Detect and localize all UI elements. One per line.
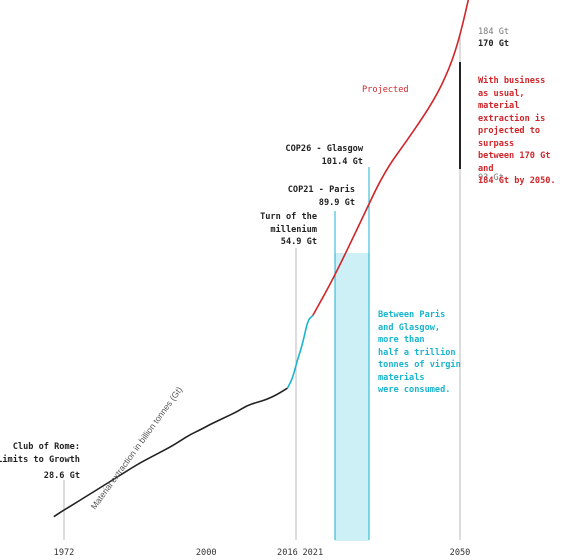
pg-line-6: materials: [378, 372, 425, 383]
x-tick-label-2000: 2000: [196, 548, 217, 558]
business-as-usual-note: With business as usual, material extract…: [478, 75, 570, 188]
club-of-rome-line1: Club of Rome:: [12, 442, 80, 452]
bau-line-4: projected to surpass: [478, 126, 541, 149]
millennium-line2: millenium: [270, 224, 317, 235]
cop26-label: COP26 - Glasgow: [285, 144, 363, 154]
cop21-value: 89.9 Gt: [318, 197, 355, 208]
pg-line-3: more than: [378, 335, 425, 345]
pg-line-5: tonnes of virgin: [378, 360, 461, 370]
millennium-annotation: Turn of the millenium 54.9 Gt: [207, 211, 317, 249]
millennium-value: 54.9 Gt: [280, 237, 317, 247]
cop21-annotation: COP21 - Paris 89.9 Gt: [245, 184, 355, 209]
range-high-label: 184 Gt: [478, 27, 510, 37]
cop26-value: 101.4 Gt: [321, 156, 363, 167]
club-of-rome-line2: Limits to Growth: [0, 454, 80, 465]
range-mid-label: 170 Gt: [478, 39, 510, 49]
projected-label: Projected: [362, 85, 409, 95]
millennium-line1: Turn of the: [260, 212, 317, 222]
x-axis-ticks: 1972 2000 2016 2021 2050: [54, 548, 471, 558]
pg-line-4: half a trillion: [378, 347, 456, 358]
x-tick-label-2016: 2016: [277, 548, 298, 558]
paris-glasgow-note: Between Paris and Glasgow, more than hal…: [378, 309, 468, 397]
cop26-annotation: COP26 - Glasgow 101.4 Gt: [243, 143, 363, 168]
x-tick-label-2050: 2050: [450, 548, 471, 558]
paris-glasgow-series-line: [286, 314, 314, 389]
bau-line-1: With business: [478, 76, 546, 86]
x-tick-label-1972: 1972: [54, 548, 75, 558]
bau-line-3: extraction is: [478, 113, 546, 124]
range-low-label: 93 Gt: [478, 173, 504, 183]
paris-glasgow-band: [335, 253, 369, 541]
historical-series-line: [53, 387, 288, 518]
pg-line-7: were consumed.: [378, 385, 451, 395]
pg-line-1: Between Paris: [378, 310, 446, 320]
bau-line-2: as usual, material: [478, 88, 525, 112]
bau-line-6: 184 Gt by 2050.: [478, 176, 556, 186]
bau-line-5: between 170 Gt and: [478, 151, 551, 174]
pg-line-2: and Glasgow,: [378, 322, 441, 333]
club-of-rome-value: 28.6 Gt: [43, 471, 80, 481]
projected-series-line: [312, 0, 470, 316]
cop21-label: COP21 - Paris: [287, 185, 355, 195]
club-of-rome-annotation: Club of Rome: Limits to Growth 28.6 Gt: [0, 441, 80, 483]
x-tick-label-2021: 2021: [302, 548, 323, 558]
